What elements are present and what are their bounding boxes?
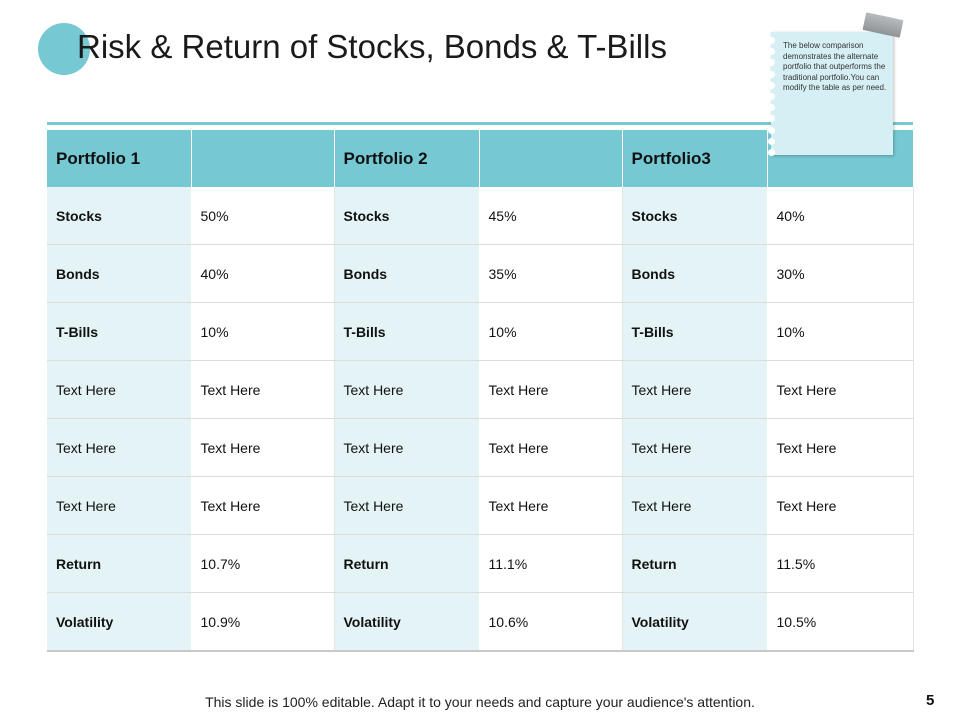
row-label-cell: Return xyxy=(47,534,192,593)
table-row: Text Here Text Here Text Here Text Here … xyxy=(47,418,914,477)
placeholder-cell: Text Here xyxy=(479,360,623,419)
header-cell: Portfolio 1 xyxy=(47,130,192,187)
table-row: Volatility 10.9% Volatility 10.6% Volati… xyxy=(47,592,914,652)
value-cell: 10.6% xyxy=(479,592,623,652)
row-label-cell: Return xyxy=(334,534,480,593)
header-cell xyxy=(479,130,623,187)
slide-title: Risk & Return of Stocks, Bonds & T-Bills xyxy=(77,28,667,65)
table-top-rule xyxy=(47,122,913,125)
header-cell: Portfolio3 xyxy=(622,130,768,187)
row-label-cell: T-Bills xyxy=(334,302,480,361)
placeholder-cell: Text Here xyxy=(47,418,192,477)
value-cell: 10.7% xyxy=(191,534,335,593)
placeholder-cell: Text Here xyxy=(191,418,335,477)
table-row: Bonds 40% Bonds 35% Bonds 30% xyxy=(47,244,914,303)
value-cell: 30% xyxy=(767,244,914,303)
portfolio-comparison-table: Portfolio 1 Portfolio 2 Portfolio3 Stock… xyxy=(47,130,914,652)
table-row: T-Bills 10% T-Bills 10% T-Bills 10% xyxy=(47,302,914,361)
placeholder-cell: Text Here xyxy=(334,476,480,535)
row-label-cell: Stocks xyxy=(622,187,768,245)
placeholder-cell: Text Here xyxy=(622,476,768,535)
placeholder-cell: Text Here xyxy=(767,360,914,419)
sticky-note-text: The below comparison demonstrates the al… xyxy=(783,41,887,92)
value-cell: 35% xyxy=(479,244,623,303)
value-cell: 10% xyxy=(479,302,623,361)
row-label-cell: Volatility xyxy=(334,592,480,652)
placeholder-cell: Text Here xyxy=(334,360,480,419)
placeholder-cell: Text Here xyxy=(191,360,335,419)
value-cell: 10% xyxy=(767,302,914,361)
footer-caption: This slide is 100% editable. Adapt it to… xyxy=(205,694,755,710)
header-cell xyxy=(191,130,335,187)
sticky-note: The below comparison demonstrates the al… xyxy=(768,32,893,156)
value-cell: 11.5% xyxy=(767,534,914,593)
table-row: Stocks 50% Stocks 45% Stocks 40% xyxy=(47,187,914,245)
placeholder-cell: Text Here xyxy=(767,476,914,535)
title-circle-decoration xyxy=(38,23,90,75)
placeholder-cell: Text Here xyxy=(767,418,914,477)
header-cell: Portfolio 2 xyxy=(334,130,480,187)
row-label-cell: Stocks xyxy=(47,187,192,245)
value-cell: 10.5% xyxy=(767,592,914,652)
value-cell: 11.1% xyxy=(479,534,623,593)
row-label-cell: Volatility xyxy=(47,592,192,652)
placeholder-cell: Text Here xyxy=(622,418,768,477)
table-row: Return 10.7% Return 11.1% Return 11.5% xyxy=(47,534,914,593)
placeholder-cell: Text Here xyxy=(479,418,623,477)
page-number: 5 xyxy=(926,692,935,709)
table-row: Text Here Text Here Text Here Text Here … xyxy=(47,360,914,419)
placeholder-cell: Text Here xyxy=(479,476,623,535)
table-header-row: Portfolio 1 Portfolio 2 Portfolio3 xyxy=(47,130,914,187)
placeholder-cell: Text Here xyxy=(334,418,480,477)
row-label-cell: T-Bills xyxy=(622,302,768,361)
note-binding-holes xyxy=(768,37,776,160)
row-label-cell: Bonds xyxy=(47,244,192,303)
value-cell: 10% xyxy=(191,302,335,361)
row-label-cell: Stocks xyxy=(334,187,480,245)
placeholder-cell: Text Here xyxy=(47,476,192,535)
value-cell: 40% xyxy=(767,187,914,245)
row-label-cell: Bonds xyxy=(334,244,480,303)
row-label-cell: Bonds xyxy=(622,244,768,303)
row-label-cell: Volatility xyxy=(622,592,768,652)
table-row: Text Here Text Here Text Here Text Here … xyxy=(47,476,914,535)
row-label-cell: T-Bills xyxy=(47,302,192,361)
placeholder-cell: Text Here xyxy=(47,360,192,419)
value-cell: 40% xyxy=(191,244,335,303)
value-cell: 10.9% xyxy=(191,592,335,652)
value-cell: 45% xyxy=(479,187,623,245)
placeholder-cell: Text Here xyxy=(622,360,768,419)
value-cell: 50% xyxy=(191,187,335,245)
row-label-cell: Return xyxy=(622,534,768,593)
placeholder-cell: Text Here xyxy=(191,476,335,535)
